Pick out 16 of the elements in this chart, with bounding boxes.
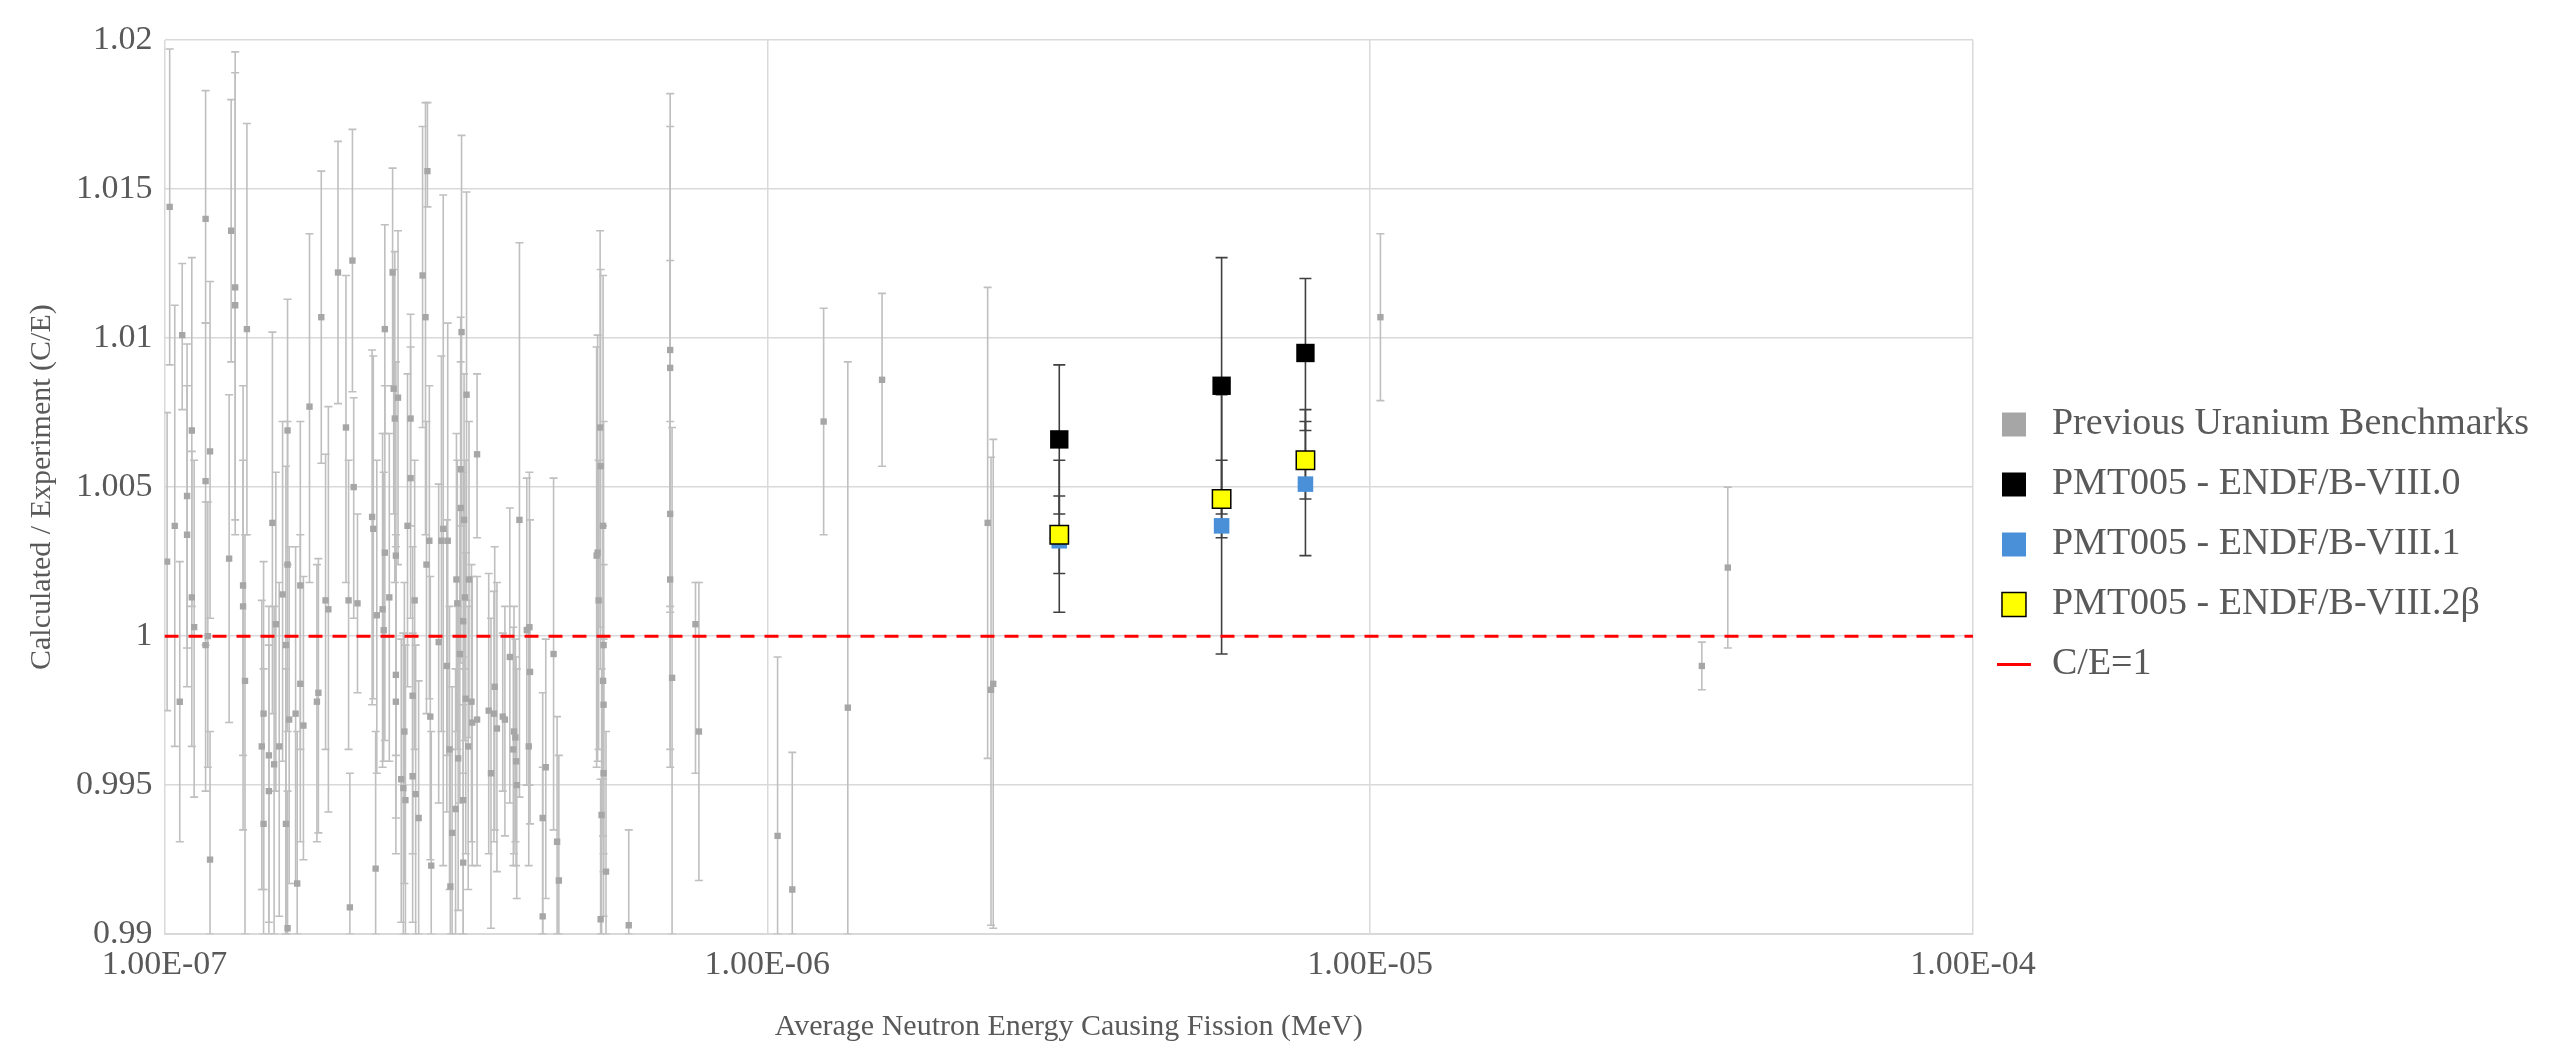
y-tick-label: 1.02 — [93, 18, 153, 56]
x-axis-title: Average Neutron Energy Causing Fission (MeV) — [774, 1007, 1363, 1042]
x-tick-label: 1.00E-04 — [1910, 943, 2036, 981]
legend-label: PMT005 - ENDF/B-VIII.2β — [2051, 580, 2480, 623]
x-tick-label: 1.00E-05 — [1307, 943, 1433, 981]
legend-label: PMT005 - ENDF/B-VIII.1 — [2051, 520, 2461, 563]
y-tick-label: 1 — [135, 615, 153, 653]
legend-label: PMT005 - ENDF/B-VIII.0 — [2051, 460, 2461, 503]
y-tick-label: 1.01 — [93, 316, 153, 354]
ref-line-label: C/E=1 — [2051, 640, 2152, 683]
x-tick-label: 1.00E-06 — [704, 943, 831, 981]
y-tick-label: 1.005 — [76, 466, 153, 504]
y-axis-title: Calculated / Experiment (C/E) — [22, 304, 57, 670]
legend-label: Previous Uranium Benchmarks — [2051, 400, 2530, 443]
y-tick-label: 1.015 — [76, 167, 153, 205]
y-tick-label: 0.995 — [76, 764, 153, 802]
